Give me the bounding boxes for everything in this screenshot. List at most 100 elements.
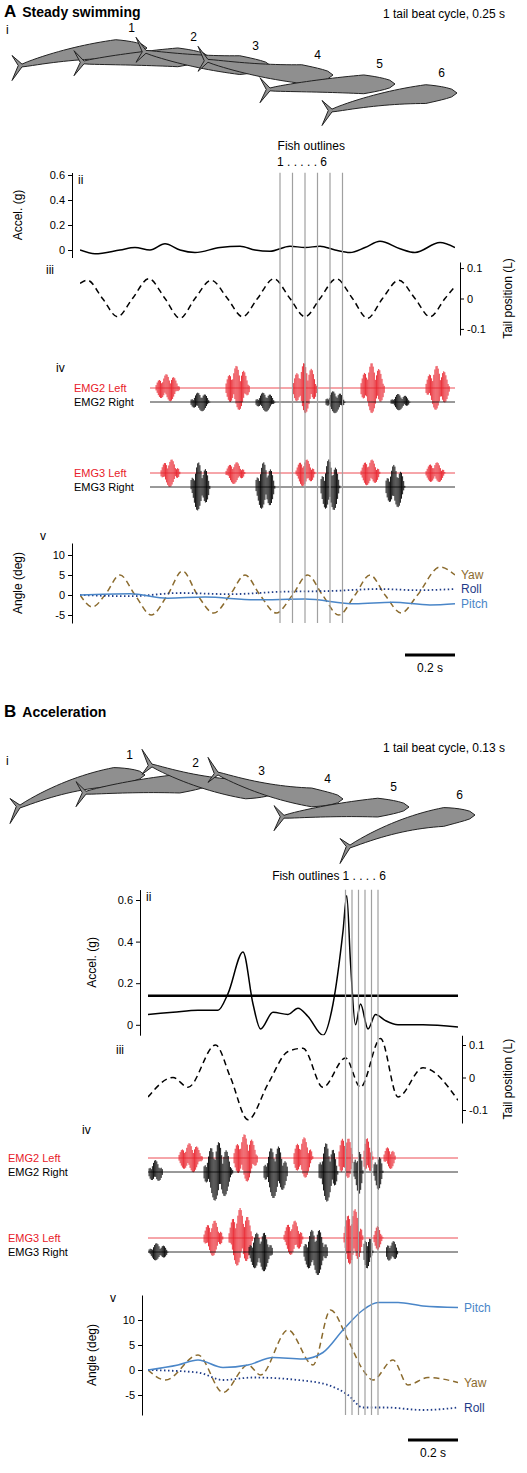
fish-outline [198,46,333,83]
y-tick-label: 5 [59,569,65,581]
outline-marker [351,890,352,1415]
emg-marks [148,1134,458,1275]
y-axis-title: Accel. (g) [11,190,25,241]
y-tick-mark [460,299,464,300]
y-tick-label: 0.6 [118,894,133,906]
y-axis-title: Tail position (L) [501,258,515,339]
marker-label: Fish outlines [272,869,339,883]
panel: ASteady swimming1234561 tail beat cycle,… [4,2,515,675]
emg-burst [255,393,275,412]
y-tick-mark [136,1025,140,1026]
scale-bar [405,654,455,657]
row-label: iii [46,263,54,277]
y-tick-label: -5 [125,1389,135,1401]
y-tick-label: 0.4 [118,936,133,948]
y-tick: 10 [123,1314,142,1326]
y-axis-title: Accel. (g) [85,937,99,988]
y-tick-label: 0 [467,293,473,305]
emg-burst [425,462,445,482]
figure: ASteady swimming1234561 tail beat cycle,… [0,0,527,1473]
fish-number: 1 [128,21,135,35]
row-label: v [110,1291,116,1305]
plot-marks [148,896,458,1035]
y-tick-label: 0.1 [467,262,482,274]
emg-burst [390,394,410,410]
y-tick: 0 [462,1072,475,1084]
y-axis-line [140,890,141,1036]
series-line [148,1303,458,1371]
row-label: iv [56,361,65,375]
fish-number: 3 [252,39,259,53]
emg-burst [360,363,384,413]
y-tick: -0.1 [462,1104,488,1116]
emg-burst [385,465,405,507]
outline-marker [364,890,365,1415]
y-tick-mark [136,983,140,984]
cycle-caption: 1 tail beat cycle, 0.13 s [383,741,505,755]
fish-number: 5 [376,57,383,71]
y-tick: 0 [129,1364,142,1376]
series-line [80,279,455,319]
outline-marker [304,173,305,624]
row-label: v [40,529,46,543]
emg-baseline [148,1252,458,1253]
y-tick: 0.2 [50,219,72,231]
series-line [148,1370,458,1410]
y-tick-label: 0 [129,1364,135,1376]
plot-marks [148,1039,458,1120]
y-tick: 0 [59,589,72,601]
emg-burst [225,366,249,410]
y-tick: -0.1 [460,323,486,335]
plot-marks [80,241,455,254]
y-tick: 0 [59,244,72,256]
emg-label: EMG2 Right [74,396,134,408]
emg-burst [386,1241,398,1260]
emg-burst [160,460,180,487]
fish-outline [340,808,475,864]
y-tick-label: 10 [53,549,65,561]
y-tick-mark [136,942,140,943]
legend-label: Pitch [461,597,488,611]
y-tick-label: 0.2 [118,977,133,989]
y-tick-label: 0 [469,1072,475,1084]
legend-label: Roll [461,582,482,596]
row-label: iv [82,1123,91,1137]
y-tick-label: 0.2 [50,219,65,231]
y-tick-label: 0.6 [50,169,65,181]
series-line [80,567,455,615]
y-tick-label: 0.1 [469,1039,484,1051]
emg-label: EMG3 Right [74,481,134,493]
emg-burst [303,1230,327,1275]
emg-burst [233,1134,257,1181]
y-axis-line [72,173,73,258]
y-tick: 5 [59,569,72,581]
panel: BAcceleration1234561 tail beat cycle, 0.… [4,702,515,1460]
emg-burst [148,1160,162,1181]
series-line [80,589,455,596]
emg-burst [148,1243,168,1260]
outline-marker [377,890,378,1415]
y-tick-label: 0 [127,1019,133,1031]
y-axis-title: Angle (deg) [11,552,25,614]
outline-marker [358,890,359,1415]
outline-marker [292,173,293,624]
fish-number: 4 [314,48,321,62]
row-label: i [6,23,9,37]
emg-burst [425,366,449,410]
y-tick-label: -0.1 [469,1104,488,1116]
y-tick: 0.6 [118,894,140,906]
series-line [80,594,455,605]
y-tick-mark [138,1370,142,1371]
y-axis: -5 0 5 10 [123,1296,143,1416]
panel-letter: B [4,702,16,721]
y-tick-mark [138,1320,142,1321]
fish-number: 2 [190,30,197,44]
legend-label: Yaw [461,568,484,582]
emg-burst [228,1208,252,1266]
fish-number: 3 [258,764,265,778]
y-axis-title: Angle (deg) [85,1324,99,1386]
row-label: iii [116,1043,124,1057]
marker-lines [346,890,379,1415]
y-tick: 5 [129,1339,142,1351]
y-axis: -0.1 0 0.1 [460,262,486,335]
